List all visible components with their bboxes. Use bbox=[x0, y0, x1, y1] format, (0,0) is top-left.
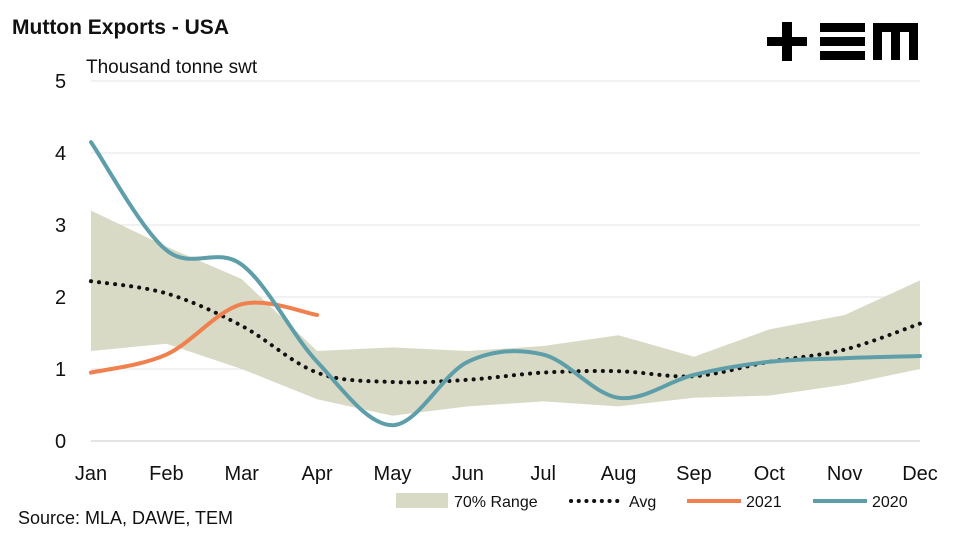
x-tick-label: Apr bbox=[302, 463, 333, 485]
x-tick-labels: Jan Feb Mar Apr May Jun Jul Aug Sep Oct Nov Dec bbox=[75, 463, 938, 485]
legend: 70% Range Avg 2021 2020 bbox=[396, 493, 908, 511]
y-tick-label: 2 bbox=[55, 287, 66, 309]
series-line-2021 bbox=[89, 300, 320, 375]
x-tick-label: May bbox=[374, 463, 412, 485]
x-tick-label: Jun bbox=[452, 463, 484, 485]
legend-label-2020: 2020 bbox=[872, 494, 908, 511]
tem-logo bbox=[767, 22, 918, 61]
x-tick-label: Mar bbox=[225, 463, 260, 485]
x-tick-label: Jan bbox=[75, 463, 107, 485]
x-tick-label: Dec bbox=[902, 463, 938, 485]
legend-swatch-range bbox=[396, 493, 448, 508]
y-tick-label: 3 bbox=[55, 215, 66, 237]
y-tick-label: 4 bbox=[55, 143, 66, 165]
chart-title: Mutton Exports - USA bbox=[12, 16, 229, 39]
x-tick-label: Sep bbox=[676, 463, 712, 485]
series-line-2020 bbox=[89, 140, 922, 428]
y-axis-label: Thousand tonne swt bbox=[86, 57, 258, 78]
source-note: Source: MLA, DAWE, TEM bbox=[18, 508, 233, 528]
x-tick-label: Aug bbox=[601, 463, 637, 485]
x-tick-label: Feb bbox=[149, 463, 183, 485]
y-tick-label: 0 bbox=[55, 431, 66, 453]
y-tick-label: 5 bbox=[55, 71, 66, 93]
legend-label-avg: Avg bbox=[629, 494, 656, 511]
legend-label-2021: 2021 bbox=[746, 494, 782, 511]
y-tick-label: 1 bbox=[55, 359, 66, 381]
x-tick-label: Nov bbox=[827, 463, 863, 485]
x-tick-label: Jul bbox=[530, 463, 556, 485]
series-line-avg bbox=[89, 279, 922, 385]
y-tick-labels: 0 1 2 3 4 5 bbox=[55, 71, 66, 453]
logo-plus-v bbox=[782, 22, 792, 61]
legend-label-range: 70% Range bbox=[454, 494, 538, 511]
logo-m bbox=[873, 23, 918, 60]
series-lines bbox=[89, 140, 922, 428]
x-tick-label: Oct bbox=[754, 463, 786, 485]
logo-e-top bbox=[820, 23, 865, 32]
logo-e-mid bbox=[820, 37, 865, 46]
logo-e-bot bbox=[820, 51, 865, 60]
